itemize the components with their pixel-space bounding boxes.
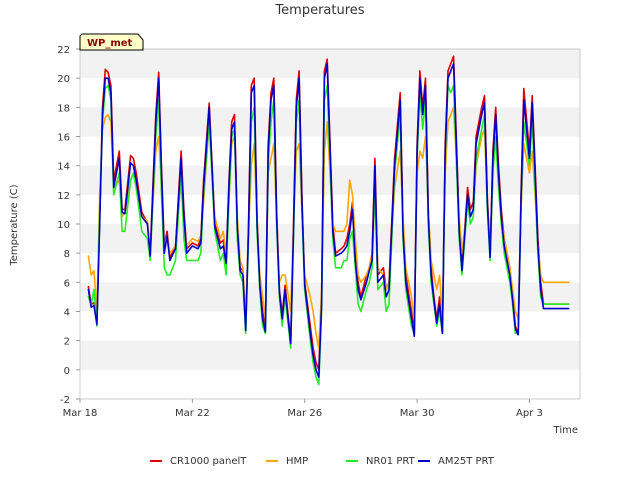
grid-band (80, 194, 580, 224)
y-tick-label: 20 (57, 74, 70, 85)
x-axis: Mar 18 Mar 22 Mar 26 Mar 30 Apr 3 (63, 399, 543, 419)
grid-band (80, 282, 580, 312)
x-axis-title: Time (553, 425, 578, 436)
legend-label: HMP (286, 456, 308, 467)
legend-label: CR1000 panelT (170, 456, 247, 467)
y-tick-label: 18 (57, 103, 70, 114)
x-tick-label: Mar 22 (175, 408, 210, 419)
grid-band (80, 78, 580, 108)
y-tick-label: 22 (57, 45, 70, 56)
grid-band (80, 311, 580, 341)
y-tick-label: 2 (64, 337, 70, 348)
series-line-am25t-prt (87, 62, 570, 378)
grid-band (80, 340, 580, 370)
x-tick-label: Apr 3 (516, 408, 543, 419)
x-tick-label: Mar 26 (287, 408, 322, 419)
y-tick-label: 6 (64, 278, 70, 289)
grid-bands (80, 49, 580, 399)
y-tick-label: 14 (57, 162, 70, 173)
y-tick-label: 16 (57, 133, 70, 144)
station-badge: WP_met (79, 33, 144, 51)
y-tick-label: -2 (60, 395, 70, 406)
series-line-nr01-prt (87, 84, 570, 386)
y-tick-label: 8 (64, 249, 70, 260)
legend: CR1000 panelT HMP NR01 PRT AM25T PRT (150, 456, 495, 467)
grid-band (80, 369, 580, 399)
x-tick-label: Mar 30 (400, 408, 435, 419)
y-axis: -2 0 2 4 6 8 10 12 14 16 18 20 22 (57, 45, 80, 406)
badge-shape (79, 33, 144, 51)
x-tick-label: Mar 18 (63, 408, 98, 419)
y-tick-label: 0 (64, 366, 70, 377)
legend-label: AM25T PRT (438, 456, 495, 467)
y-tick-label: 10 (57, 220, 70, 231)
legend-label: NR01 PRT (366, 456, 416, 467)
y-tick-label: 12 (57, 191, 70, 202)
badge-label: WP_met (87, 38, 133, 49)
y-tick-label: 4 (64, 308, 70, 319)
series-lines (87, 55, 570, 386)
grid-band (80, 49, 580, 79)
y-axis-title: Temperature (C) (9, 184, 20, 266)
chart-title: Temperatures (274, 3, 364, 18)
